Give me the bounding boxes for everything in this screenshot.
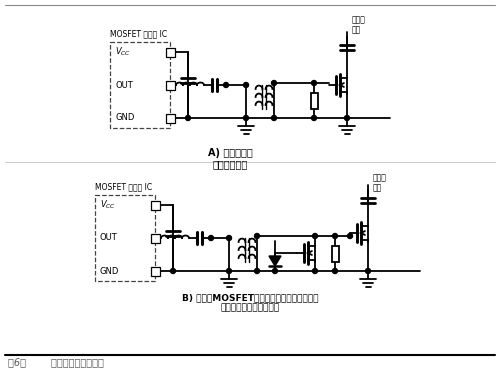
Circle shape [186, 116, 190, 120]
Circle shape [312, 269, 318, 273]
Circle shape [348, 234, 352, 238]
Bar [150, 201, 160, 209]
Bar [110, 42, 170, 128]
Circle shape [272, 116, 276, 120]
Text: OUT: OUT [115, 81, 133, 89]
Circle shape [272, 269, 278, 273]
Circle shape [272, 81, 276, 85]
Bar [95, 195, 155, 281]
Text: MOSFET 驱动器 IC: MOSFET 驱动器 IC [95, 182, 152, 191]
Bar [310, 92, 318, 109]
Circle shape [344, 116, 350, 120]
Text: OUT: OUT [100, 234, 118, 243]
Circle shape [254, 234, 260, 238]
Circle shape [312, 116, 316, 120]
Text: A) 单开关正激
栅极驱动方案: A) 单开关正激 栅极驱动方案 [208, 148, 252, 170]
Circle shape [170, 269, 175, 273]
Bar [150, 234, 160, 243]
Text: $V_{CC}$: $V_{CC}$ [100, 199, 116, 211]
Text: B) 具有从MOSFET移走负栅极驱动电压电路的
单开关正激栅极驱动方案: B) 具有从MOSFET移走负栅极驱动电压电路的 单开关正激栅极驱动方案 [182, 293, 318, 312]
Bar [166, 113, 174, 123]
Text: $V_{CC}$: $V_{CC}$ [115, 46, 131, 58]
Circle shape [332, 234, 338, 238]
Circle shape [254, 269, 260, 273]
Circle shape [332, 269, 338, 273]
Bar [166, 81, 174, 89]
Text: GND: GND [115, 113, 134, 123]
Text: MOSFET 驱动器 IC: MOSFET 驱动器 IC [110, 29, 167, 38]
Bar [166, 47, 174, 57]
Circle shape [312, 81, 316, 85]
Text: 变压器
绕组: 变压器 绕组 [373, 173, 387, 192]
Text: 变压器
绕组: 变压器 绕组 [352, 15, 366, 34]
Text: GND: GND [100, 266, 119, 276]
Circle shape [226, 269, 232, 273]
Circle shape [244, 82, 248, 88]
Polygon shape [269, 256, 281, 266]
Bar [332, 245, 338, 262]
Circle shape [244, 116, 248, 120]
Circle shape [224, 82, 228, 88]
Text: 图6：        栅极驱动变压器应用: 图6： 栅极驱动变压器应用 [8, 357, 104, 367]
Circle shape [226, 236, 232, 241]
Circle shape [208, 236, 214, 241]
Bar [150, 266, 160, 276]
Circle shape [312, 234, 318, 238]
Circle shape [366, 269, 370, 273]
